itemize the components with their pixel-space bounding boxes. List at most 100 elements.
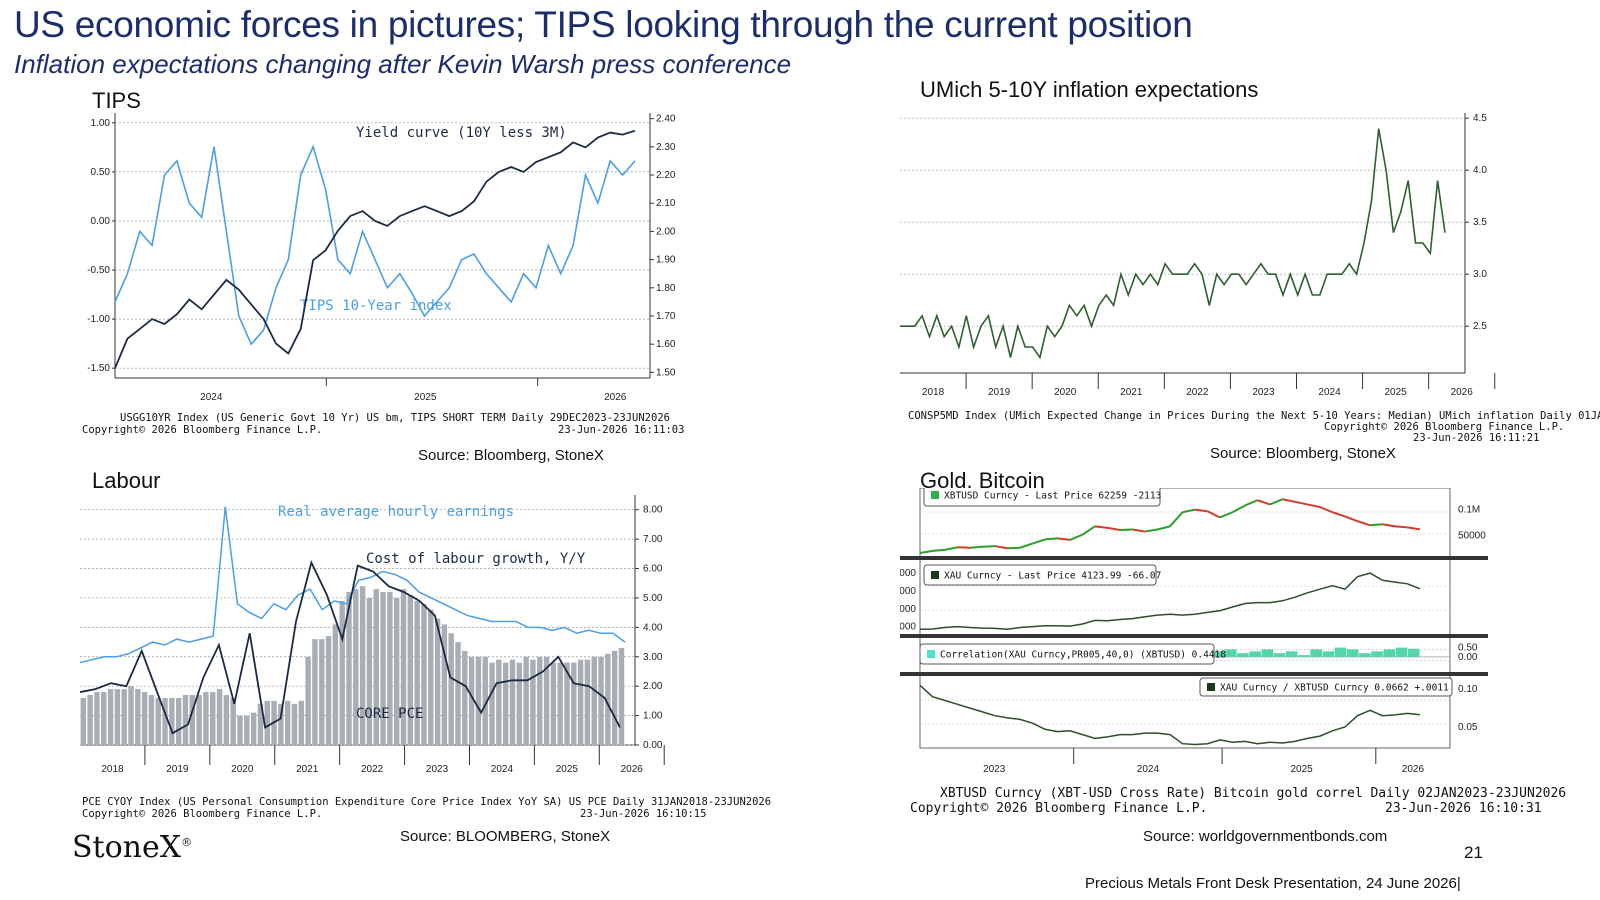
correlation-bar — [1249, 651, 1261, 657]
correlation-bar — [1407, 648, 1420, 657]
bitcoin-price-segment — [1019, 542, 1033, 549]
gold-x-tick: 2023 — [983, 764, 1006, 775]
core-pce-bar — [468, 656, 475, 745]
umich-x-tick: 2025 — [1384, 387, 1407, 398]
labour-right-tick: 0.00 — [643, 740, 663, 751]
umich-right-tick: 4.5 — [1473, 113, 1487, 124]
tips-left-tick: 0.00 — [91, 216, 111, 227]
tips-panel-title: TIPS — [92, 88, 141, 113]
tips-right-tick: 2.20 — [656, 170, 676, 181]
gold-legend-text: XBTUSD Curncy - Last Price 62259 -2113 — [944, 491, 1161, 502]
correlation-bar — [1298, 655, 1310, 657]
bitcoin-price-segment — [1169, 511, 1184, 528]
bitcoin-price-segment — [1244, 499, 1258, 507]
tips-x-tick: 2024 — [200, 392, 223, 403]
core-pce-bar — [407, 595, 414, 745]
bitcoin-price-segment — [1294, 500, 1308, 506]
bitcoin-price-segment — [1144, 528, 1158, 533]
gold-pane-divider — [900, 556, 1488, 560]
gold-x-tick: 2026 — [1402, 764, 1425, 775]
core-pce-bar — [121, 689, 127, 745]
core-pce-bar — [182, 695, 189, 745]
gold-legend-text: XAU Curncy - Last Price 4123.99 -66.07 — [944, 571, 1161, 582]
bitcoin-price-segment — [1182, 508, 1196, 514]
core-pce-bar — [312, 639, 318, 745]
labour-right-tick: 4.00 — [643, 622, 663, 633]
bitcoin-price-segment — [1357, 520, 1371, 527]
umich-right-tick: 2.5 — [1473, 321, 1487, 332]
bitcoin-price-segment — [1107, 526, 1121, 531]
core-pce-bar — [94, 692, 100, 745]
tips-right-tick: 2.40 — [656, 114, 676, 125]
core-pce-bar — [135, 689, 141, 745]
umich-source: Source: Bloomberg, StoneX — [1210, 445, 1396, 462]
labour-chart: 8.00 7.00 6.00 5.00 4.00 3.00 2.00 1.00 0.00 2018… — [80, 495, 665, 775]
tips-right-tick: 1.50 — [656, 367, 676, 378]
bitcoin-price-segment — [982, 545, 996, 548]
bitcoin-price-segment — [932, 548, 946, 552]
core-pce-bar — [264, 700, 270, 745]
core-pce-bar — [203, 692, 209, 745]
core-pce-bar — [284, 700, 291, 745]
labour-x-tick: 2022 — [361, 764, 384, 775]
core-pce-bar — [387, 592, 393, 745]
labour-cost-line — [80, 559, 621, 735]
bitcoin-price-segment — [1344, 515, 1358, 523]
core-pce-bar — [128, 686, 134, 745]
umich-right-tick: 4.0 — [1473, 165, 1487, 176]
tips-footer-time: 23-Jun-2026 16:11:03 — [558, 424, 685, 436]
bitcoin-price-segment — [1132, 528, 1146, 533]
gold-footer-time: 23-Jun-2026 16:10:31 — [1385, 801, 1542, 816]
core-pce-bar — [373, 589, 379, 745]
bitcoin-price-segment — [1219, 511, 1233, 519]
labour-right-tick: 5.00 — [643, 593, 663, 604]
correlation-bar — [1212, 651, 1225, 657]
core-pce-bar — [502, 662, 509, 745]
core-pce-bar — [353, 589, 359, 745]
core-pce-bar — [210, 692, 216, 745]
core-pce-bar — [291, 703, 298, 745]
bitcoin-price-segment — [1369, 523, 1383, 527]
bitcoin-price-segment — [1094, 525, 1108, 529]
umich-footer-copyright: Copyright© 2026 Bloomberg Finance L.P. — [1324, 421, 1565, 433]
labour-x-tick: 2021 — [296, 764, 319, 775]
gold-legend-text: Correlation(XAU Curncy,PR005,40,0) (XBTU… — [940, 650, 1226, 661]
core-pce-bar — [611, 650, 618, 745]
page-subtitle: Inflation expectations changing after Ke… — [14, 49, 792, 79]
gold-x-tick: 2025 — [1290, 764, 1313, 775]
ratio-right-tick: 0.05 — [1458, 722, 1478, 733]
tips-right-tick: 2.10 — [656, 198, 676, 209]
core-pce-bar — [598, 656, 604, 745]
bitcoin-price-segment — [1269, 498, 1283, 506]
correlation-bar — [1383, 649, 1396, 657]
core-pce-bar — [257, 703, 264, 745]
bitcoin-price-segment — [1307, 503, 1321, 509]
gold-left-tick: 5000 — [900, 568, 916, 579]
tips-series-label-yield: Yield curve (10Y less 3M) — [356, 125, 567, 141]
core-pce-bar — [584, 659, 591, 745]
gold-left-tick: 2000 — [900, 622, 916, 633]
correlation-bar — [1237, 653, 1249, 657]
correlation-right-tick: 0.00 — [1458, 652, 1478, 663]
labour-right-tick: 7.00 — [643, 534, 663, 545]
tips-right-tick: 2.00 — [656, 226, 676, 237]
bitcoin-price-segment — [1332, 511, 1346, 518]
gold-left-tick: 4000 — [900, 586, 916, 597]
core-pce-bar — [618, 647, 625, 745]
labour-series-label-pce: CORE PCE — [356, 706, 423, 722]
core-pce-bar — [216, 689, 223, 745]
labour-source: Source: BLOOMBERG, StoneX — [400, 828, 611, 845]
labour-x-tick: 2026 — [621, 764, 644, 775]
core-pce-bar — [244, 715, 250, 745]
tips-left-tick: 0.50 — [91, 167, 111, 178]
core-pce-bar — [530, 659, 536, 745]
bitcoin-price-segment — [1007, 546, 1021, 550]
umich-x-tick: 2019 — [988, 387, 1011, 398]
correlation-bar — [1359, 653, 1371, 657]
bitcoin-price-segment — [969, 545, 983, 549]
tips-x-tick: 2026 — [604, 392, 627, 403]
core-pce-bar — [141, 692, 148, 745]
tips-footer-desc: USGG10YR Index (US Generic Govt 10 Yr) U… — [120, 412, 670, 424]
bitcoin-price-segment — [1044, 537, 1058, 541]
core-pce-bar — [414, 600, 420, 745]
